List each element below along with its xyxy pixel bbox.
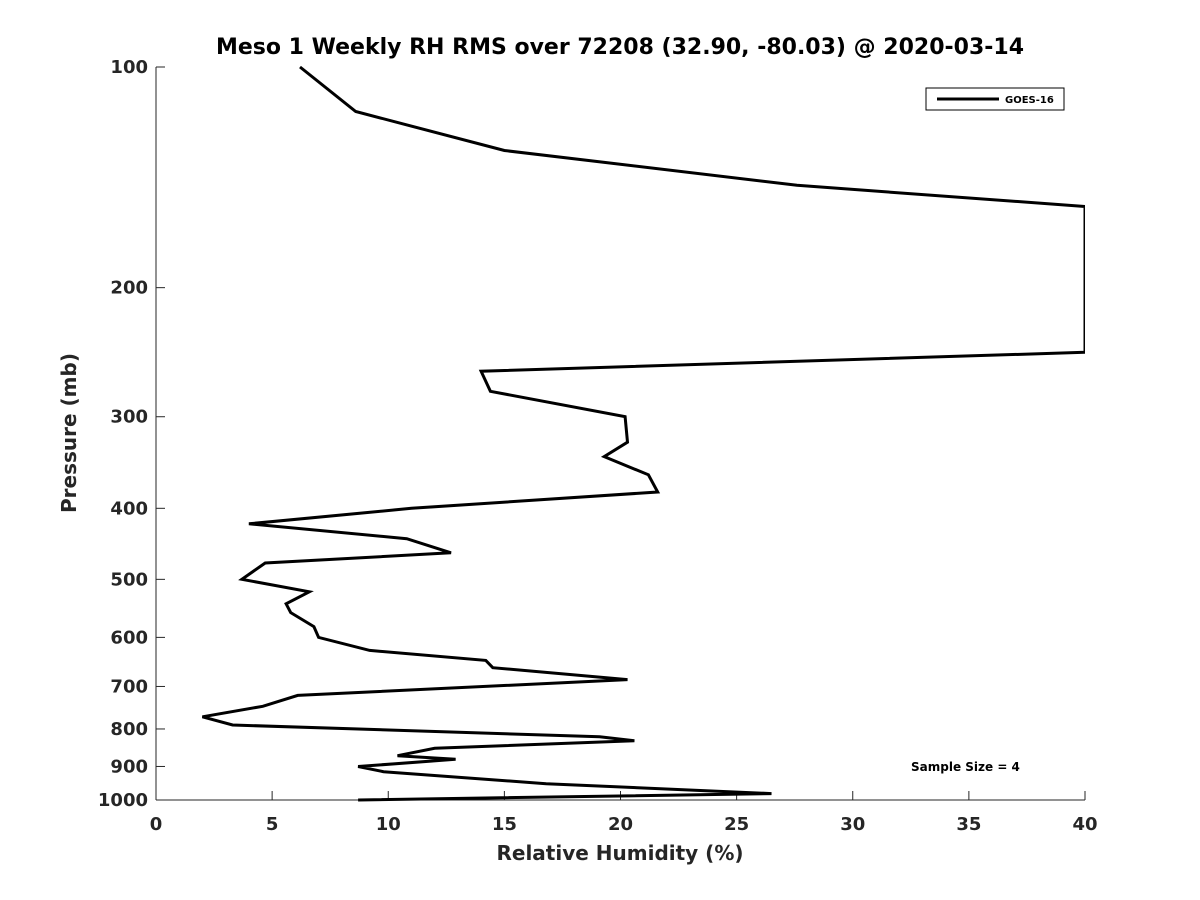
- series-line-goes-16: [202, 65, 1085, 802]
- y-axis-label: Pressure (mb): [57, 353, 81, 513]
- y-tick-label: 300: [110, 407, 148, 428]
- y-tick-label: 500: [110, 569, 148, 590]
- x-tick-label: 10: [376, 814, 401, 835]
- legend: GOES-16: [925, 87, 1065, 111]
- x-tick-label: 5: [266, 814, 279, 835]
- y-tick-label: 1000: [98, 790, 148, 811]
- series-layer: [202, 65, 1085, 802]
- x-tick-label: 40: [1072, 814, 1097, 835]
- legend-label-goes-16: GOES-16: [1005, 95, 1054, 106]
- x-tick-label: 25: [724, 814, 749, 835]
- y-tick-label: 400: [110, 498, 148, 519]
- y-tick-label: 700: [110, 676, 148, 697]
- y-tick-label: 100: [110, 57, 148, 78]
- y-axis: 100 200 300 400 500 600 700 800 900 1000: [98, 57, 165, 811]
- chart-title: Meso 1 Weekly RH RMS over 72208 (32.90, …: [216, 35, 1024, 60]
- x-tick-label: 15: [492, 814, 517, 835]
- x-tick-label: 20: [608, 814, 633, 835]
- x-axis: 0 5 10 15 20 25 30 35 40: [150, 791, 1098, 835]
- plot-area: 0 5 10 15 20 25 30 35 40 100 200 300 400 500 600 700 80…: [98, 57, 1098, 835]
- sample-size-annotation: Sample Size = 4: [911, 760, 1020, 774]
- y-tick-label: 600: [110, 627, 148, 648]
- x-tick-label: 35: [956, 814, 981, 835]
- x-axis-label: Relative Humidity (%): [496, 841, 743, 865]
- y-tick-label: 200: [110, 278, 148, 299]
- y-tick-label: 800: [110, 719, 148, 740]
- y-tick-label: 900: [110, 756, 148, 777]
- x-tick-label: 30: [840, 814, 865, 835]
- x-tick-label: 0: [150, 814, 163, 835]
